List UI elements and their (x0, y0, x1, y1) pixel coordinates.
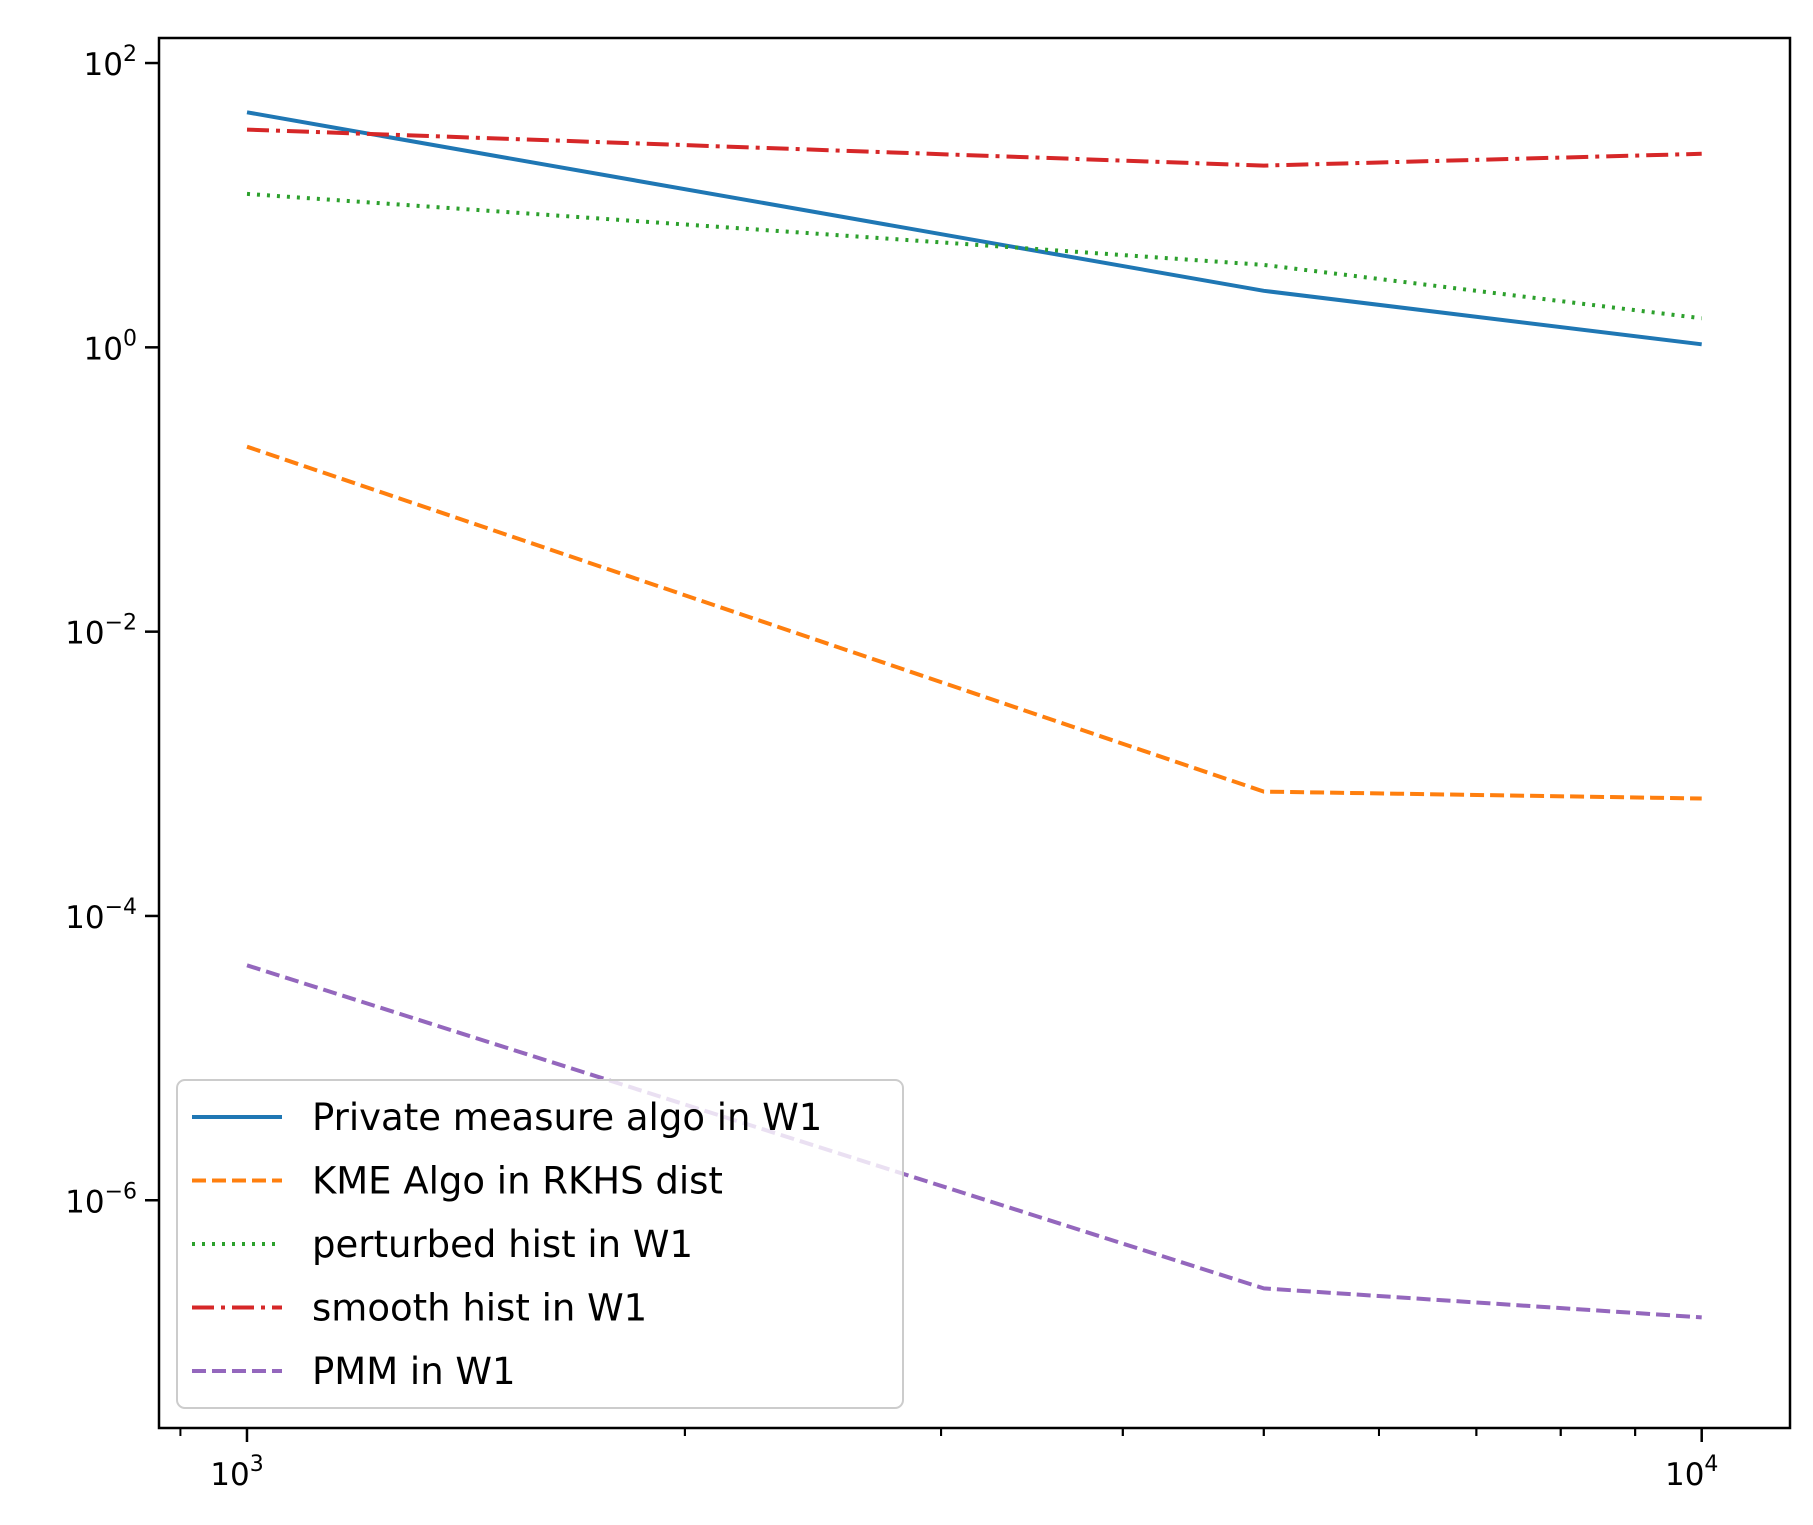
legend: Private measure algo in W1 KME Algo in RK… (176, 1079, 904, 1409)
y-tick-label: 10−2 (65, 611, 137, 652)
legend-label-3: perturbed hist in W1 (312, 1223, 693, 1266)
series-line-4 (246, 127, 1702, 168)
x-minor-ticks (179, 1428, 1637, 1436)
x-axis-ticks: 103 104 (210, 1428, 1718, 1493)
legend-box (176, 1079, 904, 1409)
series-line-1 (246, 110, 1702, 347)
y-tick-label: 10−4 (65, 895, 137, 936)
series-lines (246, 110, 1702, 1320)
y-tick-label: 100 (84, 326, 137, 367)
legend-label-5: PMM in W1 (312, 1350, 516, 1393)
x-tick-label: 103 (210, 1452, 263, 1493)
series-line-5 (246, 963, 1702, 1320)
y-tick-label: 102 (84, 42, 137, 83)
legend-label-1: Private measure algo in W1 (312, 1096, 822, 1139)
y-tick-label: 10−6 (65, 1179, 137, 1220)
series-line-2 (246, 444, 1702, 801)
plot-frame (157, 36, 1792, 1430)
legend-label-4: smooth hist in W1 (312, 1287, 647, 1330)
legend-label-2: KME Algo in RKHS dist (312, 1160, 723, 1203)
y-axis-ticks: 102 100 10−2 10−4 10−6 (65, 42, 159, 1220)
x-tick-label: 104 (1665, 1452, 1718, 1493)
legend-items: Private measure algo in W1 KME Algo in RK… (192, 1096, 822, 1393)
